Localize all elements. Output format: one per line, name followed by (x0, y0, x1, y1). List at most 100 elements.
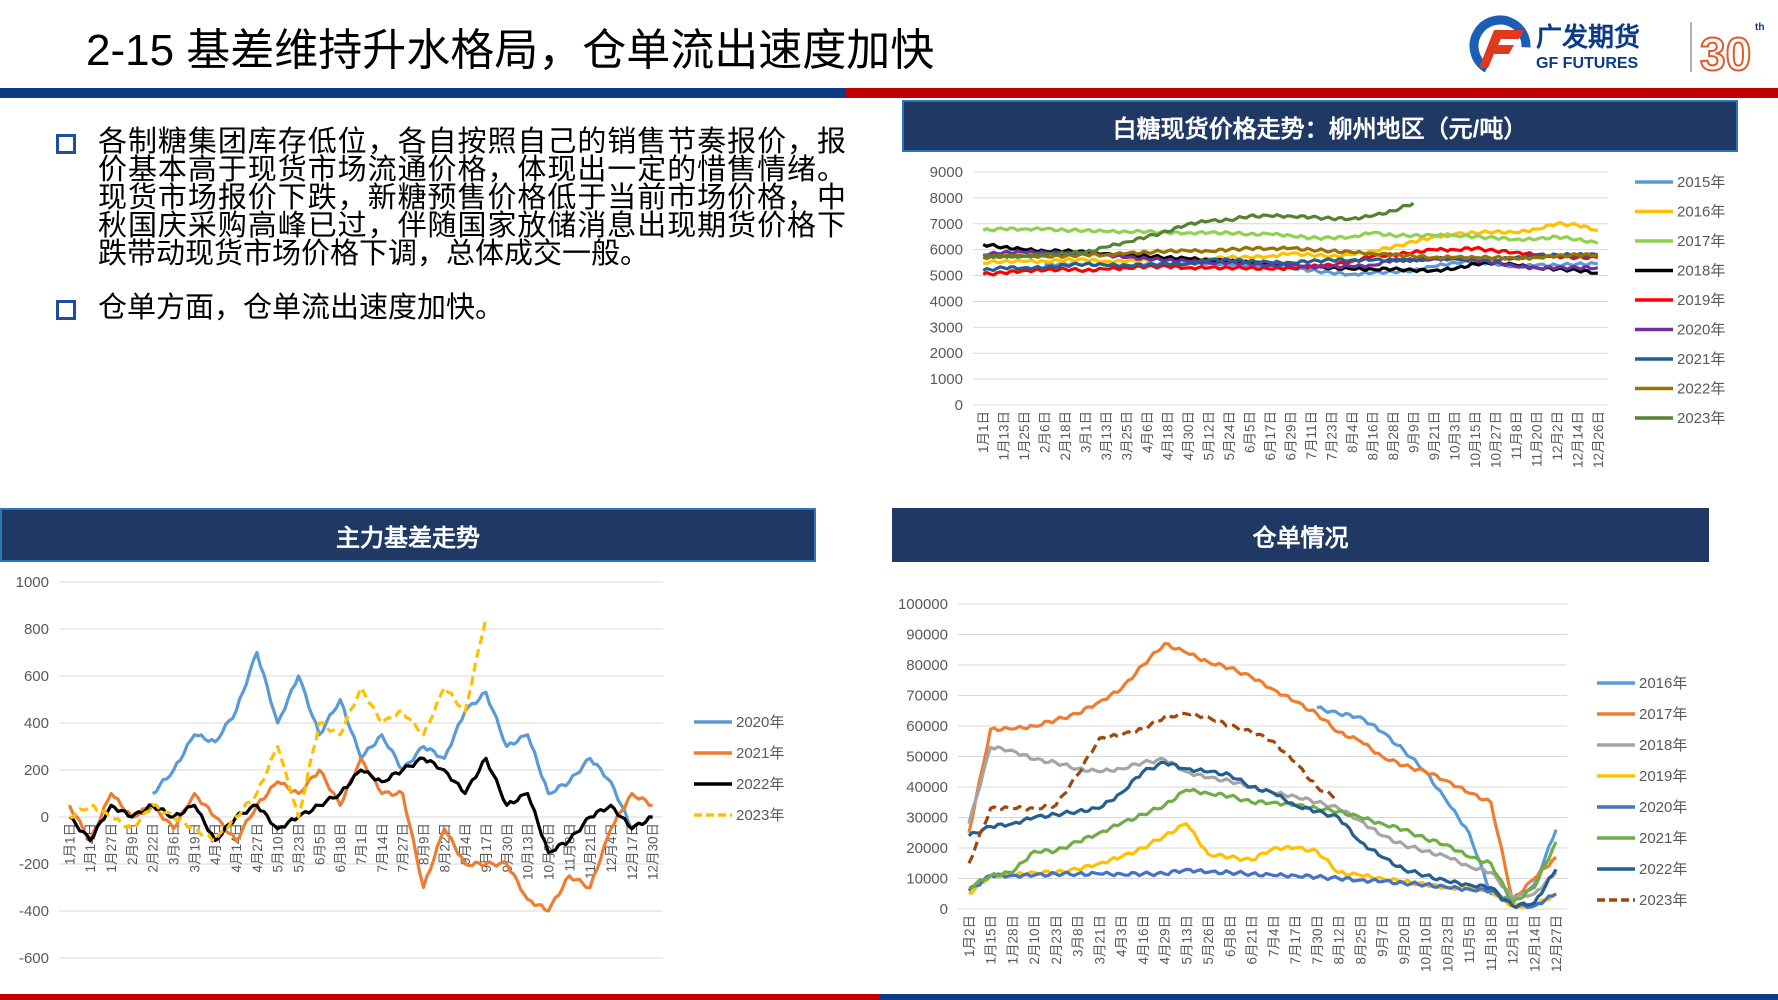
legend-label: 2023年 (1677, 410, 1725, 427)
square-bullet-icon (56, 300, 76, 320)
series-line-2016年 (982, 221, 1598, 266)
x-tick-label: 12月14日 (1527, 915, 1542, 972)
x-tick-label: 4月27日 (250, 823, 265, 873)
legend-label: 2022年 (736, 776, 784, 793)
x-tick-label: 3月1日 (1079, 411, 1094, 453)
y-tick-label: 1000 (16, 574, 49, 591)
x-tick-label: 2月22日 (146, 823, 161, 873)
y-tick-label: 40000 (906, 779, 948, 796)
x-tick-label: 1月28日 (1005, 915, 1020, 965)
x-tick-label: 1月1日 (976, 411, 991, 453)
y-tick-label: 3000 (930, 319, 963, 336)
bottom-divider-red (0, 994, 880, 1000)
legend-label: 2019年 (1677, 292, 1725, 309)
x-tick-label: 6月5日 (312, 823, 327, 865)
y-tick-label: 9000 (930, 164, 963, 181)
x-tick-label: 12月17日 (625, 823, 640, 880)
x-tick-label: 10月3日 (1447, 411, 1462, 461)
x-tick-label: 7月30日 (1310, 915, 1325, 965)
x-tick-label: 4月18日 (1161, 411, 1176, 461)
y-tick-label: 70000 (906, 688, 948, 705)
x-tick-label: 9月21日 (1427, 411, 1442, 461)
series-line-2023年 (982, 201, 1415, 260)
x-tick-label: 6月21日 (1245, 915, 1260, 965)
y-tick-label: 8000 (930, 190, 963, 207)
x-tick-label: 7月1日 (354, 823, 369, 865)
top-divider-blue (0, 88, 846, 98)
x-tick-label: 1月2日 (962, 915, 977, 957)
x-tick-label: 5月12日 (1202, 411, 1217, 461)
logo-anniversary-suffix: th (1755, 22, 1764, 33)
y-tick-label: 0 (940, 901, 948, 918)
square-bullet-icon (56, 134, 76, 154)
x-tick-label: 8月9日 (416, 823, 431, 865)
x-tick-label: 10月13日 (521, 823, 536, 880)
legend-label: 2022年 (1677, 381, 1725, 398)
y-tick-label: 800 (24, 621, 49, 638)
y-tick-label: 600 (24, 668, 49, 685)
x-tick-label: 3月13日 (1099, 411, 1114, 461)
y-tick-label: -600 (19, 950, 49, 967)
y-tick-label: 100000 (898, 596, 948, 613)
series-line-2019年 (982, 245, 1599, 277)
y-tick-label: 4000 (930, 293, 963, 310)
bullet-list: 各制糖集团库存低位，各自按照自己的销售节奏报价，报价基本高于现货市场流通价格，体… (56, 128, 846, 348)
x-tick-label: 4月30日 (1181, 411, 1196, 461)
logo-cn-name: 广发期货 (1536, 22, 1640, 52)
y-tick-label: 6000 (930, 242, 963, 259)
y-tick-label: 20000 (906, 840, 948, 857)
series-line-2022年 (967, 760, 1558, 909)
x-tick-label: 10月10日 (1419, 915, 1434, 972)
x-tick-label: 12月27日 (1549, 915, 1564, 972)
x-tick-label: 10月15日 (1468, 411, 1483, 468)
x-tick-label: 10月23日 (1440, 915, 1455, 972)
x-tick-label: 7月4日 (1266, 915, 1281, 957)
x-tick-label: 9月17日 (479, 823, 494, 873)
logo-en-name: GF FUTURES (1536, 55, 1639, 72)
x-tick-label: 11月5日 (1462, 915, 1477, 964)
y-tick-label: 50000 (906, 749, 948, 766)
x-tick-label: 10月27日 (1488, 411, 1503, 468)
x-tick-label: 2月9日 (125, 823, 140, 865)
x-tick-label: 4月16日 (1136, 915, 1151, 965)
legend-label: 2023年 (736, 807, 784, 824)
x-tick-label: 9月9日 (1406, 411, 1421, 453)
legend-label: 2017年 (1639, 706, 1687, 723)
bullet-item: 仓单方面，仓单流出速度加快。 (56, 292, 846, 324)
series-line-2020年 (152, 650, 653, 831)
x-tick-label: 11月20日 (1529, 411, 1544, 467)
x-tick-label: 3月6日 (167, 823, 182, 865)
legend-label: 2020年 (1677, 322, 1725, 339)
x-tick-label: 2月23日 (1049, 915, 1064, 965)
legend-label: 2020年 (736, 714, 784, 731)
y-tick-label: 7000 (930, 216, 963, 233)
series-line-2021年 (67, 756, 653, 913)
x-tick-label: 7月27日 (396, 823, 411, 873)
y-tick-label: 80000 (906, 657, 948, 674)
bullet-text: 仓单方面，仓单流出速度加快。 (98, 292, 505, 324)
series-line-2023年 (967, 711, 1339, 864)
x-tick-label: 5月24日 (1222, 411, 1237, 461)
x-tick-label: 1月15日 (984, 915, 999, 965)
series-line-2017年 (967, 642, 1558, 902)
legend-label: 2021年 (1677, 351, 1725, 368)
x-tick-label: 3月8日 (1071, 915, 1086, 957)
page-title: 2-15 基差维持升水格局，仓单流出速度加快 (86, 26, 935, 75)
x-tick-label: 11月18日 (1484, 915, 1499, 971)
x-tick-label: 7月23日 (1324, 411, 1339, 461)
x-tick-label: 7月11日 (1304, 411, 1319, 460)
x-tick-label: 12月14日 (1570, 411, 1585, 468)
x-tick-label: 8月4日 (1345, 411, 1360, 453)
x-tick-label: 6月17日 (1263, 411, 1278, 461)
x-tick-label: 1月27日 (104, 823, 119, 873)
x-tick-label: 1月1日 (62, 823, 77, 865)
x-tick-label: 12月30日 (646, 823, 661, 880)
x-tick-label: 5月10日 (271, 823, 286, 873)
x-tick-label: 7月17日 (1288, 915, 1303, 965)
price-chart-title: 白糖现货价格走势：柳州地区（元/吨） (902, 100, 1738, 152)
series-line-2017年 (982, 226, 1599, 245)
legend-label: 2017年 (1677, 233, 1725, 250)
x-tick-label: 12月26日 (1591, 411, 1606, 468)
legend-label: 2022年 (1639, 861, 1687, 878)
